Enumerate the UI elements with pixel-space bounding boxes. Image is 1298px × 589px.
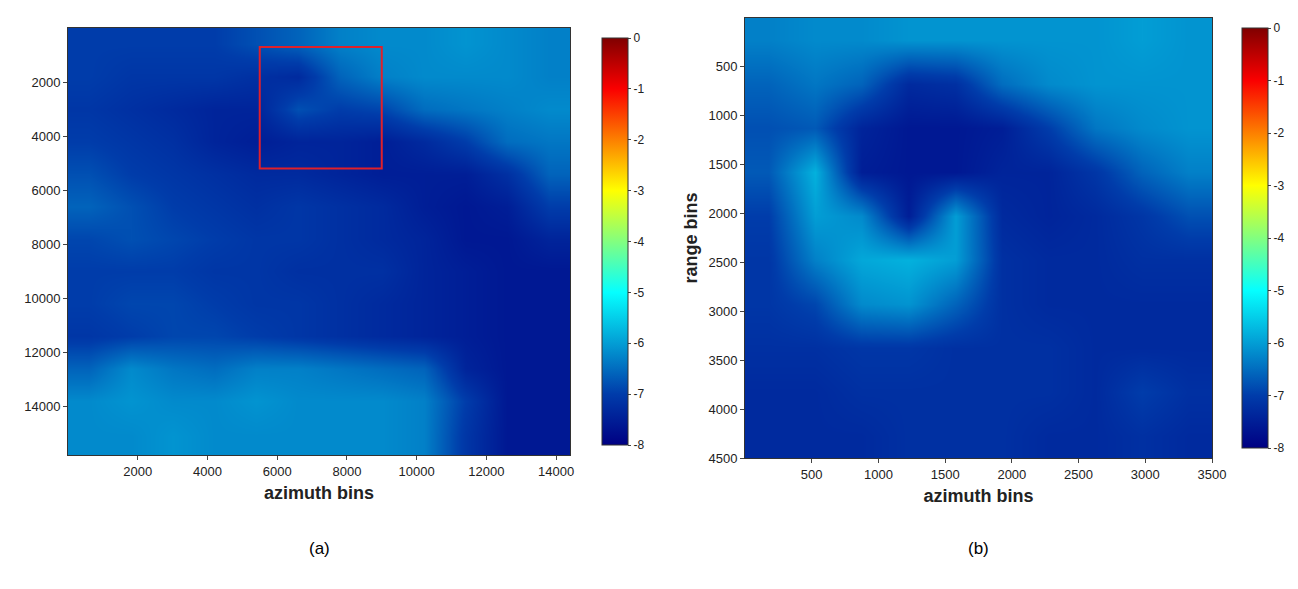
svg-text:(b): (b)	[968, 539, 989, 558]
svg-text:-4: -4	[633, 235, 644, 249]
svg-text:azimuth bins: azimuth bins	[923, 486, 1033, 506]
svg-text:-5: -5	[1273, 284, 1284, 298]
svg-text:-2: -2	[633, 133, 644, 147]
svg-text:-8: -8	[1273, 441, 1284, 455]
svg-text:-5: -5	[633, 286, 644, 300]
svg-text:8000: 8000	[332, 464, 361, 479]
svg-text:2000: 2000	[997, 467, 1026, 482]
svg-text:3000: 3000	[708, 304, 737, 319]
svg-text:500: 500	[716, 59, 738, 74]
svg-text:4000: 4000	[31, 129, 60, 144]
svg-text:1500: 1500	[708, 157, 737, 172]
svg-text:range bins: range bins	[681, 192, 701, 283]
svg-text:2500: 2500	[708, 255, 737, 270]
svg-text:1000: 1000	[708, 108, 737, 123]
svg-text:4000: 4000	[708, 402, 737, 417]
svg-text:2000: 2000	[708, 206, 737, 221]
svg-text:-4: -4	[1273, 231, 1284, 245]
svg-text:-1: -1	[1273, 74, 1284, 88]
svg-text:2000: 2000	[31, 75, 60, 90]
svg-text:1000: 1000	[864, 467, 893, 482]
svg-text:2000: 2000	[123, 464, 152, 479]
svg-text:3500: 3500	[708, 353, 737, 368]
svg-text:12000: 12000	[468, 464, 504, 479]
svg-text:-3: -3	[633, 184, 644, 198]
svg-text:14000: 14000	[24, 399, 60, 414]
svg-text:500: 500	[801, 467, 823, 482]
svg-text:6000: 6000	[31, 183, 60, 198]
svg-text:-7: -7	[633, 387, 644, 401]
svg-text:12000: 12000	[24, 345, 60, 360]
svg-text:-2: -2	[1273, 126, 1284, 140]
svg-text:-8: -8	[633, 438, 644, 452]
svg-text:-3: -3	[1273, 179, 1284, 193]
svg-text:0: 0	[1273, 21, 1280, 35]
svg-text:4000: 4000	[193, 464, 222, 479]
svg-text:3500: 3500	[1198, 467, 1227, 482]
svg-text:10000: 10000	[399, 464, 435, 479]
svg-text:2500: 2500	[1064, 467, 1093, 482]
svg-text:azimuth bins: azimuth bins	[264, 483, 374, 503]
svg-text:3000: 3000	[1131, 467, 1160, 482]
svg-text:8000: 8000	[31, 237, 60, 252]
svg-text:0: 0	[633, 31, 640, 45]
svg-text:(a): (a)	[309, 539, 330, 558]
svg-text:1500: 1500	[931, 467, 960, 482]
svg-text:14000: 14000	[538, 464, 574, 479]
svg-text:4500: 4500	[708, 451, 737, 466]
svg-text:6000: 6000	[263, 464, 292, 479]
svg-text:-6: -6	[633, 336, 644, 350]
svg-text:-1: -1	[633, 82, 644, 96]
svg-text:-6: -6	[1273, 336, 1284, 350]
svg-text:-7: -7	[1273, 389, 1284, 403]
svg-text:10000: 10000	[24, 291, 60, 306]
